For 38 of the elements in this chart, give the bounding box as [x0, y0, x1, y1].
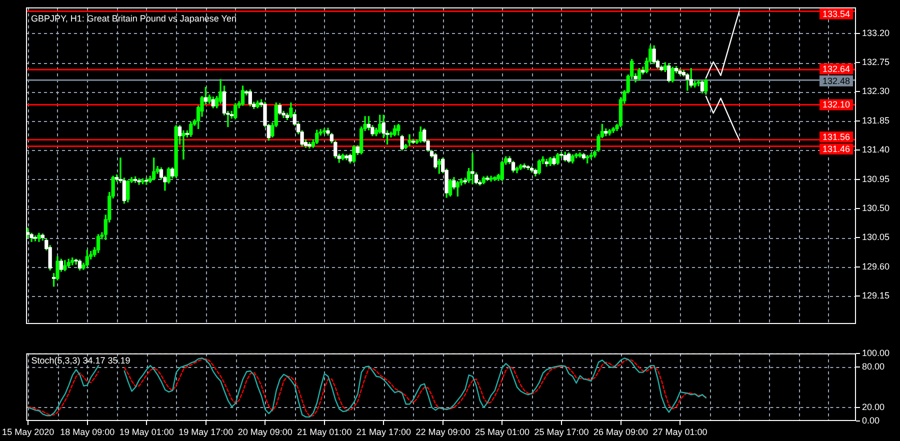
candlestick [408, 134, 412, 146]
y-tick-label: 130.50 [862, 203, 890, 214]
x-tick-label: 19 May 01:00 [119, 426, 174, 437]
y-tick-label: 129.60 [862, 261, 890, 272]
y-tick-label: 132.30 [862, 86, 890, 96]
y-tick-label: 0.00 [862, 415, 880, 426]
y-tick-label: 100.00 [862, 348, 890, 358]
y-tick-label: 130.05 [862, 232, 890, 242]
x-tick-label: 25 May 01:00 [474, 426, 530, 437]
ref-line-label: 132.48 [822, 76, 850, 86]
candlestick [182, 130, 186, 160]
x-tick-label: 27 May 01:00 [652, 426, 708, 437]
ref-line-label: 133.54 [822, 8, 850, 19]
x-tick-label: 19 May 17:00 [178, 426, 234, 437]
x-tick-label: 15 May 2020 [2, 426, 54, 437]
x-tick-label: 21 May 17:00 [356, 426, 411, 437]
x-tick-label: 18 May 09:00 [60, 426, 115, 437]
x-tick-label: 22 May 09:00 [416, 426, 470, 437]
ref-line-label: 131.46 [822, 144, 850, 154]
ref-line-label: 131.56 [822, 132, 850, 142]
y-tick-label: 131.40 [862, 144, 890, 155]
chart-title: Stoch(5,3,3) 34.17 35.19 [31, 355, 130, 366]
y-tick-label: 20.00 [862, 402, 885, 412]
y-tick-label: 132.75 [862, 57, 890, 68]
y-tick-label: 130.95 [862, 174, 890, 184]
ref-line-label: 132.10 [822, 100, 850, 110]
y-tick-label: 80.00 [862, 361, 885, 372]
x-tick-label: 20 May 09:00 [238, 426, 292, 437]
candlestick [470, 153, 474, 184]
y-tick-label: 131.85 [862, 115, 890, 126]
x-tick-label: 25 May 17:00 [534, 426, 589, 437]
x-tick-label: 21 May 01:00 [297, 426, 352, 437]
candlestick [144, 178, 148, 185]
ref-line-label: 132.64 [822, 64, 850, 74]
y-tick-label: 133.20 [862, 28, 890, 38]
text: GBPJPY, H1: Great Britain Pound vs Japanese Yen [31, 13, 236, 24]
x-tick-label: 26 May 09:00 [594, 426, 648, 437]
y-tick-label: 129.15 [862, 290, 890, 301]
